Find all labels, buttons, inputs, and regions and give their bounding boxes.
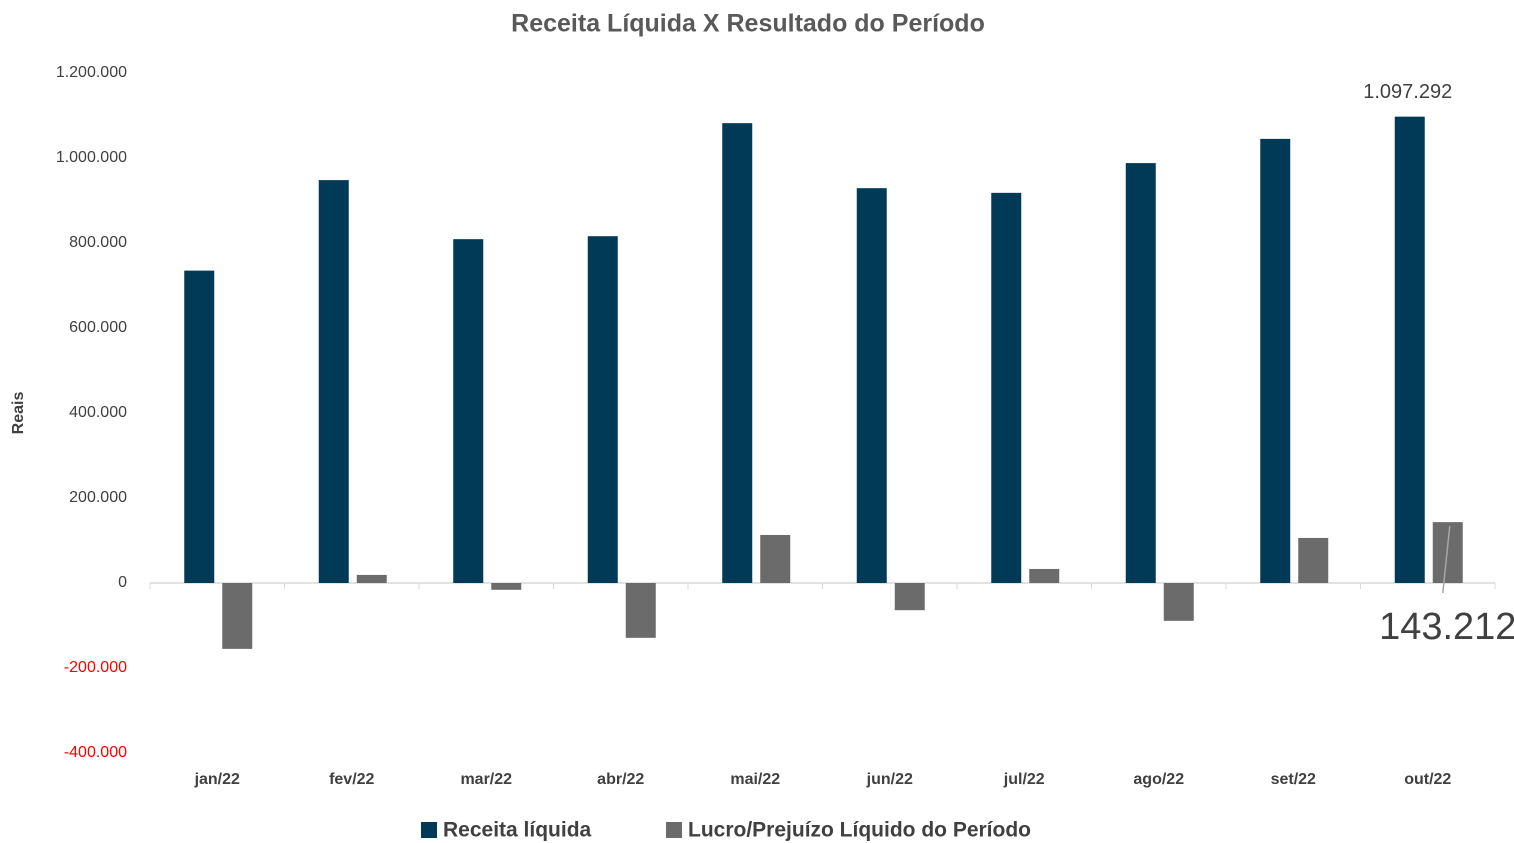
bar [1394,116,1425,583]
bar [1260,138,1291,583]
data-label: 143.212 [1379,606,1514,648]
y-tick-label: -200.000 [64,659,127,676]
bar [722,123,753,584]
bar [587,236,618,583]
x-tick-label: ago/22 [1133,771,1184,788]
bar [1163,583,1194,621]
bar [184,270,215,583]
y-axis-label: Reais [10,392,27,435]
x-tick-label: jun/22 [866,771,913,788]
bar [318,180,349,583]
bar [856,188,887,584]
y-tick-label: 1.200.000 [56,64,127,81]
bar [491,583,522,590]
y-tick-label: -400.000 [64,744,127,761]
x-tick-label: out/22 [1404,771,1451,788]
bar [894,583,925,611]
legend-swatch [666,822,682,838]
y-tick-label: 1.000.000 [56,149,127,166]
bar [991,192,1022,583]
y-tick-label: 200.000 [69,489,127,506]
legend-label: Receita líquida [443,819,592,842]
y-tick-label: 800.000 [69,234,127,251]
bar [625,583,656,638]
bar [1298,537,1329,583]
bar [453,239,484,584]
legend-label: Lucro/Prejuízo Líquido do Período [688,819,1031,842]
x-tick-label: jul/22 [1003,771,1045,788]
bar [1125,163,1156,583]
bar [1029,568,1060,583]
y-tick-label: 0 [118,574,127,591]
y-tick-label: 400.000 [69,404,127,421]
bar [760,534,791,583]
bar [1432,522,1463,583]
x-tick-label: mai/22 [730,771,780,788]
x-tick-label: fev/22 [329,771,374,788]
x-tick-label: mar/22 [460,771,512,788]
x-tick-label: set/22 [1271,771,1316,788]
chart-title: Receita Líquida X Resultado do Período [511,10,985,38]
x-tick-label: abr/22 [597,771,644,788]
data-label: 1.097.292 [1363,81,1452,103]
bar [222,583,253,649]
legend-swatch [421,822,437,838]
label-leader [1442,526,1451,594]
bar [356,574,387,583]
y-tick-label: 600.000 [69,319,127,336]
x-tick-label: jan/22 [194,771,240,788]
